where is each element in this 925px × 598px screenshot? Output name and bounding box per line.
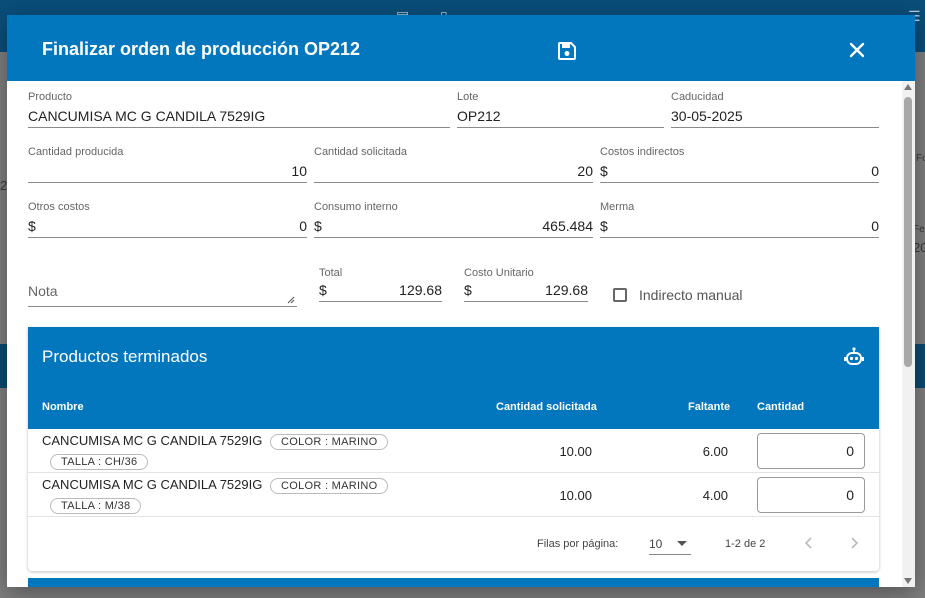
cantidad-solicitada-value: 20 [577,163,593,179]
resize-handle-icon[interactable] [287,296,295,304]
scrollbar-thumb[interactable] [904,97,912,367]
dialog-title: Finalizar orden de producción OP212 [42,39,361,59]
currency-prefix: $ [600,163,608,179]
lote-label: Lote [457,91,479,103]
scroll-up-icon[interactable] [904,84,912,90]
dialog-header: Finalizar orden de producción OP212 [7,15,915,81]
costo-unitario-label: Costo Unitario [464,267,534,279]
product-name: CANCUMISA MC G CANDILA 7529IG COLOR : MA… [42,433,389,450]
next-card-header [28,578,879,587]
rows-per-page-select[interactable]: 10 [649,531,691,555]
table-row: CANCUMISA MC G CANDILA 7529IG COLOR : MA… [28,429,879,473]
consumo-interno-label: Consumo interno [314,201,398,213]
producto-label: Producto [28,91,73,103]
background-text: Fe [913,224,925,235]
product-name-text: CANCUMISA MC G CANDILA 7529IG [42,477,263,492]
rows-per-page-value: 10 [649,537,663,551]
rows-per-page-label: Filas por página: [537,538,619,550]
indirecto-manual-label: Indirecto manual [639,287,743,303]
costos-indirectos-value: 0 [871,163,879,179]
producto-field[interactable]: Producto CANCUMISA MC G CANDILA 7529IG [28,91,450,128]
talla-chip: TALLA : M/38 [50,498,142,514]
faltante-cell: 6.00 [702,444,728,459]
otros-costos-value: 0 [299,218,307,234]
column-header-cantidad[interactable]: Cantidad [757,401,805,413]
lote-value: OP212 [457,108,501,124]
costo-unitario-value: 129.68 [545,282,588,298]
cantidad-solicitada-cell: 10.00 [559,444,592,459]
merma-value: 0 [871,218,879,234]
total-field[interactable]: Total $ 129.68 [319,267,442,302]
merma-label: Merma [600,201,635,213]
dialog-scrollbar[interactable] [902,81,915,587]
background-text: Fo [916,153,925,164]
product-name-text: CANCUMISA MC G CANDILA 7529IG [42,433,263,448]
cantidad-producida-label: Cantidad producida [28,146,124,158]
previous-page-icon[interactable] [800,534,818,552]
productos-terminados-card: Productos terminados Nombre Cantidad sol… [28,327,879,571]
total-value: 129.68 [399,282,442,298]
pagination-range: 1-2 de 2 [725,538,766,550]
indirecto-manual-checkbox[interactable]: Indirecto manual [613,287,743,303]
caducidad-field[interactable]: Caducidad 30-05-2025 [671,91,879,128]
currency-prefix: $ [28,218,36,234]
costo-unitario-field[interactable]: Costo Unitario $ 129.68 [464,267,588,302]
finalize-order-dialog: Finalizar orden de producción OP212 Prod… [7,15,915,587]
table-row: CANCUMISA MC G CANDILA 7529IG COLOR : MA… [28,473,879,517]
currency-prefix: $ [464,282,472,298]
next-page-icon[interactable] [845,534,863,552]
merma-field[interactable]: Merma $ 0 [600,201,879,238]
product-name: CANCUMISA MC G CANDILA 7529IG COLOR : MA… [42,477,389,494]
dialog-body: Producto CANCUMISA MC G CANDILA 7529IG L… [7,81,902,587]
card-title: Productos terminados [42,347,208,366]
consumo-interno-value: 465.484 [542,218,593,234]
costos-indirectos-field[interactable]: Costos indirectos $ 0 [600,146,879,183]
total-label: Total [319,267,343,279]
caducidad-value: 30-05-2025 [671,108,743,124]
close-icon[interactable] [847,40,867,60]
cantidad-producida-value: 10 [291,163,307,179]
costos-indirectos-label: Costos indirectos [600,146,685,158]
column-header-faltante[interactable]: Faltante [688,401,731,413]
cantidad-solicitada-field[interactable]: Cantidad solicitada 20 [314,146,593,183]
color-chip: COLOR : MARINO [269,478,389,494]
currency-prefix: $ [600,218,608,234]
column-header-nombre[interactable]: Nombre [42,401,84,413]
color-chip: COLOR : MARINO [269,434,389,450]
background-text: 20 [913,240,925,255]
caducidad-label: Caducidad [671,91,724,103]
talla-chip: TALLA : CH/36 [50,454,149,470]
column-header-cantidad-solicitada[interactable]: Cantidad solicitada [496,401,597,413]
otros-costos-label: Otros costos [28,201,90,213]
currency-prefix: $ [319,282,327,298]
cantidad-solicitada-cell: 10.00 [559,488,592,503]
checkbox-box[interactable] [613,288,627,302]
cantidad-producida-field[interactable]: Cantidad producida 10 [28,146,307,183]
background-text: 2 [0,178,8,193]
save-icon[interactable] [557,41,577,61]
nota-textarea[interactable]: Nota [28,277,297,307]
cantidad-input[interactable] [757,433,865,469]
robot-icon[interactable] [843,346,865,368]
chevron-down-icon [677,541,687,546]
scroll-down-icon[interactable] [904,578,912,584]
cantidad-solicitada-label: Cantidad solicitada [314,146,407,158]
table-pagination: Filas por página: 10 1-2 de 2 [28,522,879,566]
currency-prefix: $ [314,218,322,234]
lote-field[interactable]: Lote OP212 [457,91,664,128]
otros-costos-field[interactable]: Otros costos $ 0 [28,201,307,238]
consumo-interno-field[interactable]: Consumo interno $ 465.484 [314,201,593,238]
producto-value: CANCUMISA MC G CANDILA 7529IG [28,108,266,124]
nota-label: Nota [28,283,58,299]
card-header: Productos terminados Nombre Cantidad sol… [28,327,879,429]
faltante-cell: 4.00 [702,488,728,503]
cantidad-input[interactable] [757,477,865,513]
